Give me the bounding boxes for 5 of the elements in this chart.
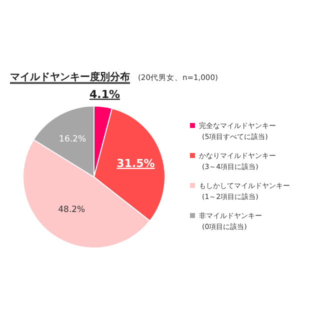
data-label: 48.2% [58,204,86,215]
data-label: 16.2% [59,134,86,145]
data-label: 4.1% [90,88,120,101]
chart-title: マイルドヤンキー度別分布 [10,71,130,83]
data-label: 31.5% [116,156,155,170]
